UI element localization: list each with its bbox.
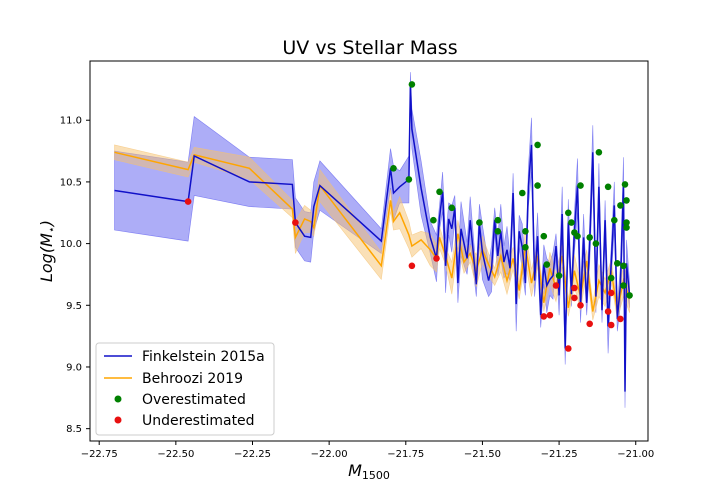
x-axis: −22.75 −22.50 −22.25 −22.00 −21.75 −21.50 −21.… (81, 441, 654, 460)
overestimated-point (534, 141, 541, 149)
x-tick-label: −21.50 (464, 449, 501, 460)
overestimated-point (623, 219, 630, 226)
overestimated-point (620, 282, 627, 289)
x-tick-label: −21.75 (387, 449, 424, 460)
x-tick-label: −22.75 (81, 449, 118, 460)
overestimated-point (586, 234, 593, 241)
underestimated-point (546, 311, 554, 319)
overestimated-point (614, 260, 621, 267)
legend: Finkelstein 2015a Behroozi 2019 Overesti… (95, 342, 275, 436)
y-tick-label: 8.5 (66, 424, 82, 435)
overestimated-point (534, 182, 541, 189)
underestimated-point (184, 198, 192, 205)
y-tick-label: 11.0 (60, 116, 82, 127)
overestimated-point (519, 189, 526, 197)
chart-title: UV vs Stellar Mass (282, 37, 457, 59)
overestimated-point (623, 197, 630, 204)
overestimated-point (607, 274, 615, 282)
y-axis-label: Log(M⋆) (37, 220, 58, 282)
underestimated-point (607, 289, 615, 297)
underestimated-point (540, 313, 548, 320)
x-tick-label: −21.00 (617, 449, 654, 460)
overestimated-point (494, 216, 502, 224)
underestimated-point (586, 320, 593, 328)
legend-marker-underestimated (114, 416, 122, 424)
overestimated-point (565, 209, 572, 217)
overestimated-point (543, 261, 551, 268)
overestimated-point (540, 232, 548, 240)
overestimated-point (577, 182, 584, 189)
legend-label-finkelstein: Finkelstein 2015a (142, 349, 265, 365)
underestimated-point (408, 262, 416, 270)
overestimated-point (522, 228, 529, 235)
legend-label-behroozi: Behroozi 2019 (142, 371, 243, 387)
overestimated-point (555, 272, 563, 280)
underestimated-point (292, 219, 299, 226)
y-tick-label: 10.0 (60, 239, 82, 250)
overestimated-point (448, 204, 456, 212)
plot-frame (89, 60, 649, 442)
x-axis-label-main: M (348, 461, 362, 480)
overestimated-point (604, 183, 612, 191)
legend-label-underestimated: Underestimated (142, 413, 255, 429)
overestimated-point (390, 165, 397, 172)
underestimated-point (552, 282, 560, 289)
y-axis-label-subscript: ⋆ (45, 226, 58, 233)
overestimated-point (430, 216, 437, 224)
overestimated-point (623, 224, 630, 231)
overestimated-point (405, 176, 413, 183)
overestimated-point (621, 181, 629, 188)
y-axis-label-suffix: ) (37, 220, 56, 227)
overestimated-point (611, 216, 618, 224)
x-axis-label: M1500 (348, 461, 390, 482)
underestimated-point (577, 302, 584, 309)
legend-box (95, 342, 275, 436)
overestimated-point (476, 219, 483, 226)
finkelstein-series-line (114, 84, 631, 392)
x-tick-label: −21.25 (541, 449, 578, 460)
overestimated-point (408, 81, 416, 88)
legend-label-overestimated: Overestimated (142, 392, 246, 408)
overestimated-point (592, 240, 600, 247)
y-axis-label-main: Log(M (37, 233, 56, 282)
overestimated-point (617, 202, 624, 209)
x-axis-label-subscript: 1500 (362, 469, 390, 482)
y-axis: 8.5 9.0 9.5 10.0 10.5 11.0 (60, 116, 90, 435)
underestimated-point (433, 255, 440, 262)
x-tick-label: −22.50 (157, 449, 194, 460)
plot-area (114, 72, 633, 408)
y-tick-label: 9.0 (66, 362, 82, 373)
overestimated-point (568, 219, 575, 226)
y-tick-label: 10.5 (60, 177, 82, 188)
overestimated-point (574, 232, 581, 240)
underestimated-point (607, 321, 615, 329)
underestimated-point (617, 315, 624, 323)
overestimated-point (436, 188, 443, 196)
y-tick-label: 9.5 (66, 301, 82, 312)
overestimated-point (595, 149, 603, 156)
overestimated-point (494, 228, 502, 235)
overestimated-point (522, 244, 529, 251)
x-tick-label: −22.00 (311, 449, 348, 460)
underestimated-point (571, 294, 578, 302)
overestimated-point (626, 292, 633, 299)
overestimated-point (620, 262, 627, 270)
underestimated-point (571, 284, 578, 292)
underestimated-point (565, 345, 572, 352)
x-tick-label: −22.25 (234, 449, 271, 460)
underestimated-point (604, 308, 612, 315)
legend-marker-overestimated (114, 395, 122, 403)
